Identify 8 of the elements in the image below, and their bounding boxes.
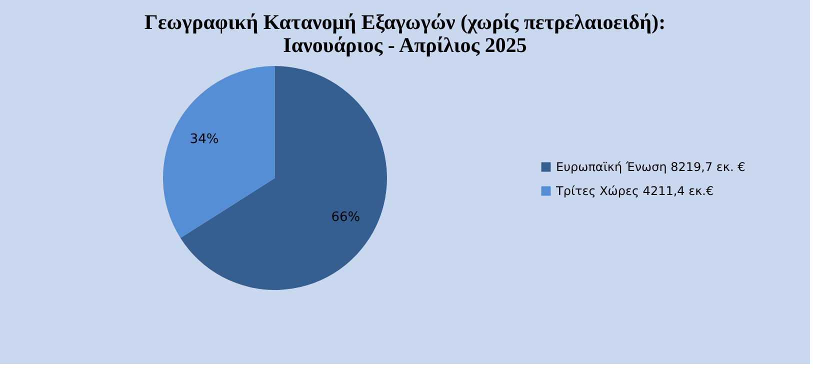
text: Ιανουάριος - Απρίλιος 2025 bbox=[283, 33, 527, 57]
pie-slice bbox=[163, 66, 275, 238]
legend-label: Ευρωπαϊκή Ένωση 8219,7 εκ. € bbox=[556, 160, 746, 174]
pie-slice bbox=[180, 66, 387, 290]
data-label: 66% bbox=[331, 210, 360, 225]
legend-label: Τρίτες Χώρες 4211,4 εκ.€ bbox=[555, 184, 714, 198]
text: Γεωγραφική Κατανομή Εξαγωγών (χωρίς πετρελαιοειδή): bbox=[144, 10, 666, 34]
data-label: 34% bbox=[190, 132, 219, 148]
